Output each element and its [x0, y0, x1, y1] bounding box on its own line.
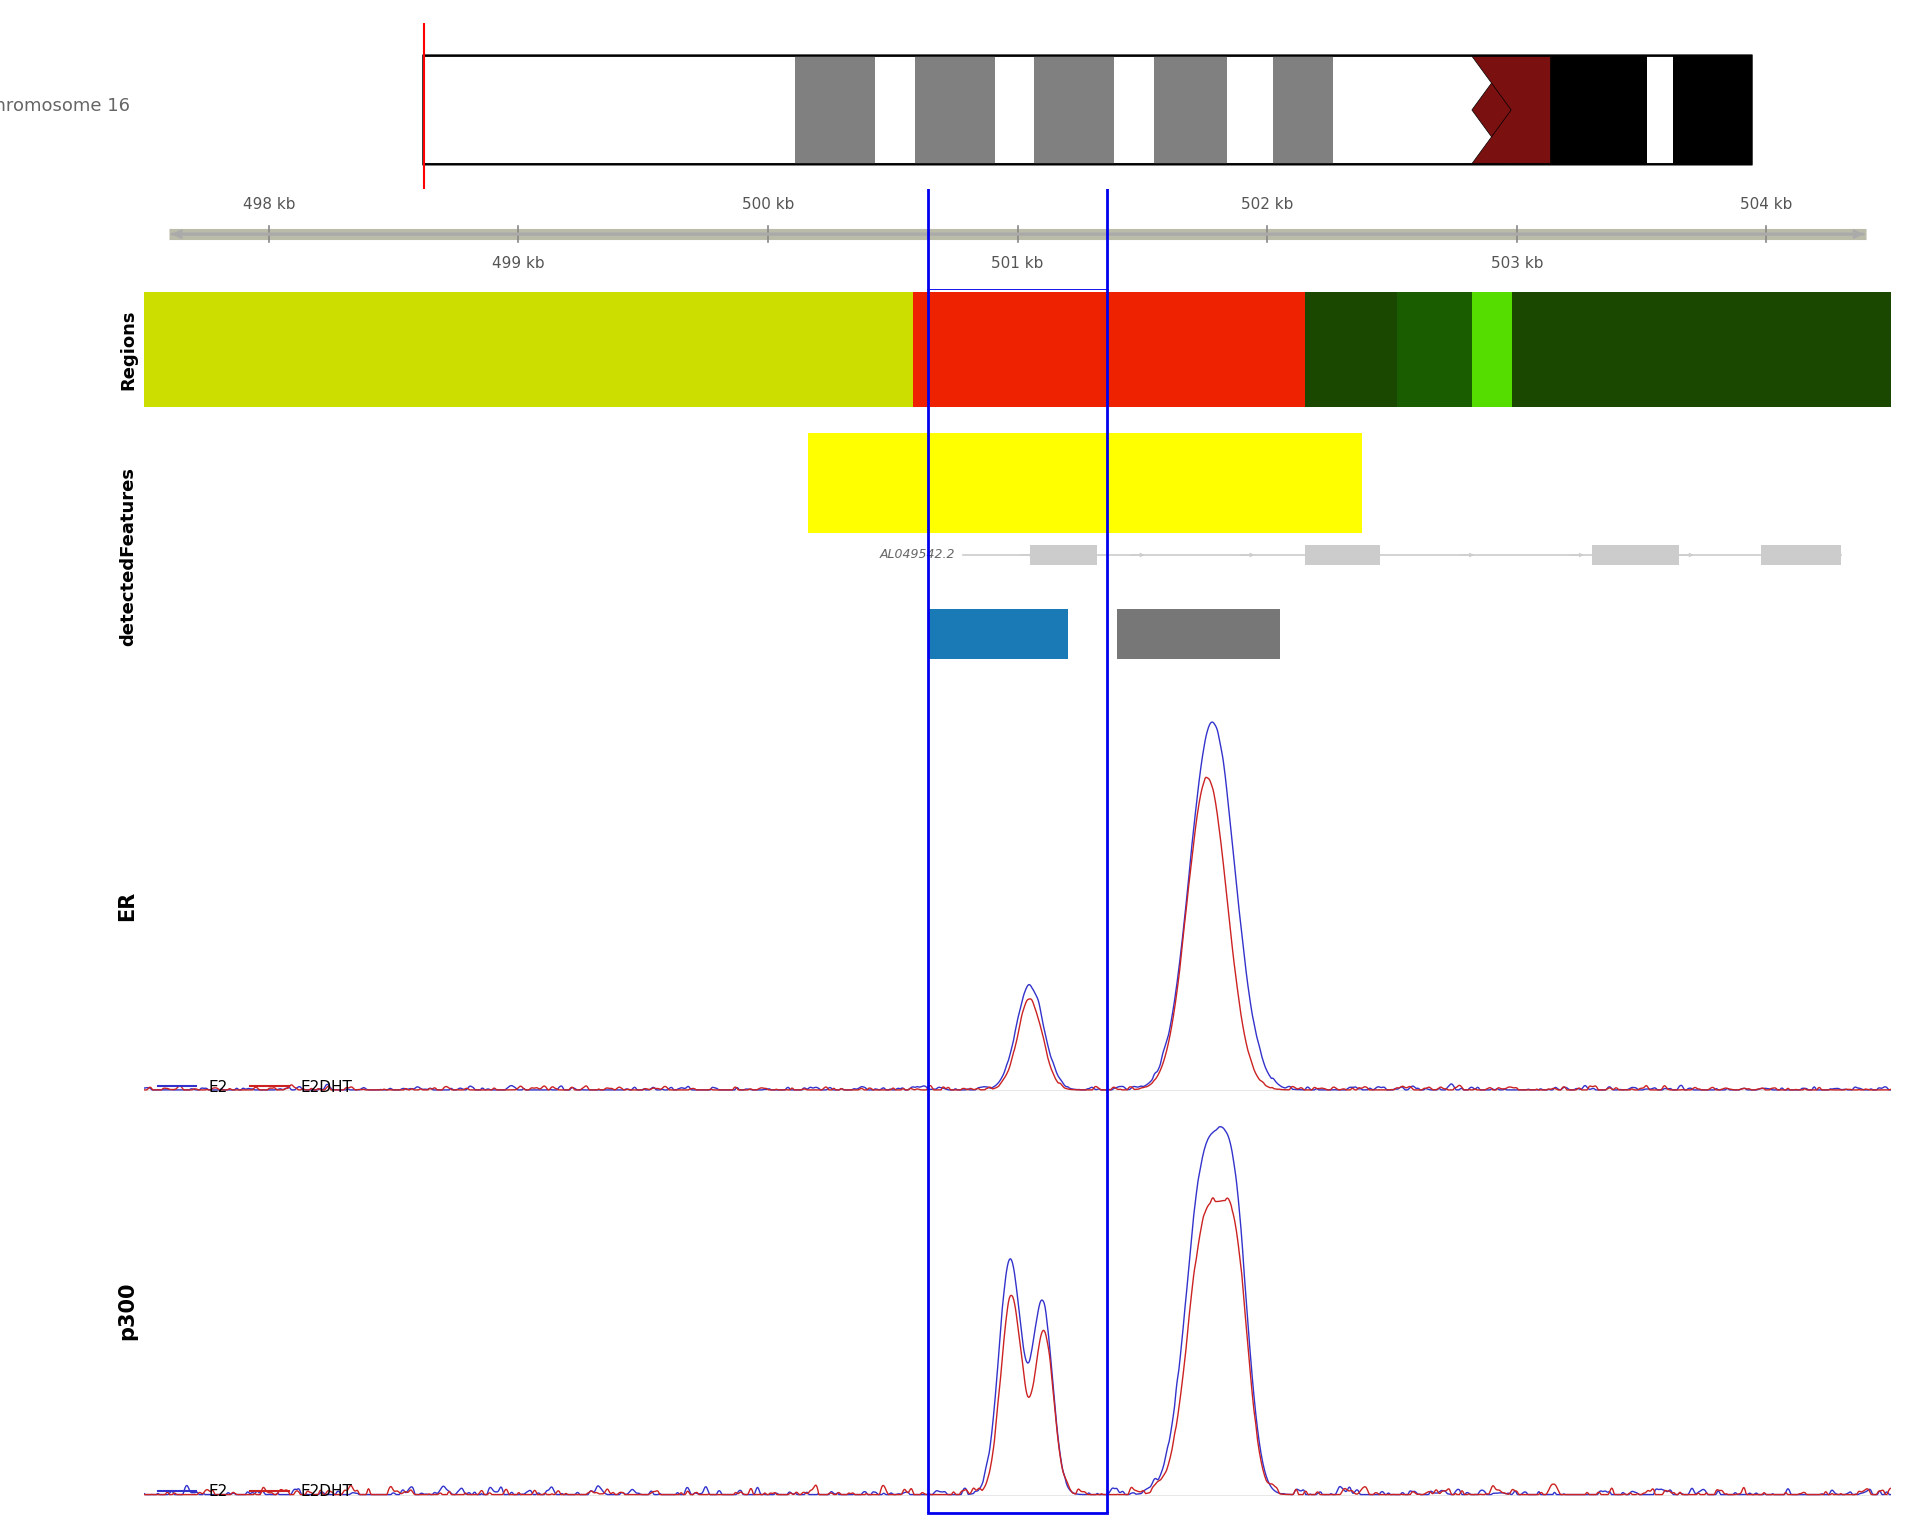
Bar — [1551, 57, 1647, 164]
Bar — [1117, 610, 1279, 659]
Text: 501 kb: 501 kb — [991, 257, 1044, 272]
Text: Chromosome 16: Chromosome 16 — [0, 97, 131, 115]
Bar — [1029, 545, 1098, 565]
Text: 500 kb: 500 kb — [741, 197, 795, 212]
Bar — [1304, 545, 1379, 565]
Bar — [927, 610, 1068, 659]
Bar — [808, 433, 1361, 533]
Text: detectedFeatures: detectedFeatures — [119, 467, 136, 647]
Text: 499 kb: 499 kb — [492, 257, 545, 272]
Bar — [1154, 57, 1227, 164]
Bar — [1761, 545, 1841, 565]
Bar — [1672, 57, 1751, 164]
Text: 498 kb: 498 kb — [242, 197, 296, 212]
Text: p300: p300 — [117, 1281, 136, 1339]
Bar — [1273, 57, 1332, 164]
Bar — [1035, 57, 1114, 164]
FancyBboxPatch shape — [424, 55, 1751, 164]
Bar — [1511, 292, 1891, 407]
Text: Regions: Regions — [119, 309, 136, 390]
Bar — [912, 292, 1304, 407]
Text: 504 kb: 504 kb — [1740, 197, 1793, 212]
Bar — [914, 57, 995, 164]
Text: 503 kb: 503 kb — [1490, 257, 1544, 272]
Polygon shape — [1473, 57, 1511, 164]
Bar — [144, 292, 912, 407]
Bar — [1304, 292, 1398, 407]
Legend: E2, E2DHT: E2, E2DHT — [152, 1478, 359, 1505]
Text: 502 kb: 502 kb — [1240, 197, 1294, 212]
Polygon shape — [1473, 57, 1551, 164]
Bar — [795, 57, 876, 164]
Bar — [1473, 292, 1511, 407]
Bar — [1592, 545, 1678, 565]
Text: AL049542.2: AL049542.2 — [879, 548, 954, 562]
Text: ER: ER — [117, 891, 136, 922]
Bar — [1398, 292, 1473, 407]
Legend: E2, E2DHT: E2, E2DHT — [152, 1074, 359, 1101]
